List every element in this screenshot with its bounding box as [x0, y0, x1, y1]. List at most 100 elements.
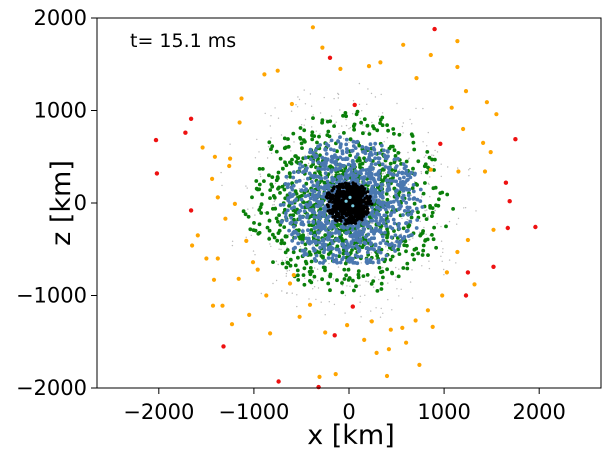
blue-point	[410, 233, 414, 237]
blue-point	[298, 162, 302, 166]
green-point	[285, 248, 290, 252]
grey-point	[349, 160, 351, 162]
series-orange	[190, 25, 499, 379]
green-point	[412, 201, 417, 206]
green-point	[388, 257, 393, 262]
grey-point	[264, 211, 266, 214]
green-point	[257, 167, 262, 171]
series-cyan	[344, 195, 355, 208]
blue-point	[338, 260, 343, 265]
green-point	[257, 222, 262, 227]
blue-point	[363, 235, 368, 239]
orange-point	[425, 308, 430, 313]
green-point	[423, 181, 427, 185]
blue-point	[335, 237, 340, 241]
blue-point	[392, 157, 397, 162]
blue-point	[349, 170, 354, 175]
grey-point	[440, 240, 443, 242]
grey-point	[352, 100, 355, 102]
green-point	[437, 197, 441, 202]
core-point	[341, 215, 345, 219]
green-point	[412, 147, 417, 152]
blue-point	[382, 213, 387, 218]
blue-point	[330, 178, 335, 183]
core-point	[346, 191, 350, 195]
grey-point	[455, 262, 457, 264]
grey-point	[286, 256, 288, 259]
grey-point	[315, 130, 317, 132]
orange-point	[428, 52, 433, 58]
blue-point	[414, 226, 419, 230]
grey-point	[384, 185, 386, 188]
grey-point	[457, 167, 459, 169]
red-point	[533, 224, 538, 230]
blue-point	[415, 218, 420, 222]
blue-point	[379, 186, 384, 191]
grey-point	[359, 295, 362, 297]
grey-point	[468, 175, 470, 177]
blue-point	[303, 248, 307, 253]
blue-point	[329, 238, 334, 243]
grey-point	[398, 268, 400, 270]
grey-point	[387, 299, 389, 301]
blue-point	[384, 253, 389, 258]
orange-point	[223, 216, 228, 221]
green-point	[405, 261, 410, 266]
red-point	[505, 225, 510, 231]
green-point	[351, 124, 356, 129]
blue-point	[299, 222, 304, 227]
blue-point	[402, 175, 406, 180]
green-point	[392, 160, 397, 165]
blue-point	[398, 234, 403, 239]
grey-point	[343, 138, 345, 140]
green-point	[270, 144, 275, 149]
green-point	[342, 277, 347, 281]
green-point	[312, 274, 317, 279]
blue-point	[291, 230, 296, 235]
green-point	[322, 180, 327, 185]
blue-point	[370, 209, 375, 214]
blue-point	[342, 164, 346, 168]
blue-point	[288, 221, 293, 226]
core-point	[350, 221, 354, 225]
blue-point	[351, 144, 356, 148]
core-point	[348, 214, 352, 219]
blue-point	[366, 181, 370, 185]
blue-point	[350, 228, 355, 232]
green-point	[276, 170, 281, 175]
grey-point	[333, 303, 336, 306]
blue-point	[290, 201, 294, 206]
orange-point	[200, 145, 205, 150]
blue-point	[386, 150, 390, 154]
core-point	[350, 199, 354, 203]
blue-point	[372, 214, 377, 219]
blue-point	[382, 153, 387, 158]
blue-point	[297, 166, 302, 171]
green-point	[267, 173, 271, 178]
grey-point	[360, 262, 362, 264]
blue-point	[373, 182, 378, 187]
green-point	[309, 259, 314, 264]
blue-point	[380, 162, 385, 167]
grey-point	[440, 255, 442, 257]
green-point	[274, 178, 279, 183]
blue-point	[388, 243, 393, 247]
red-point	[507, 199, 512, 204]
grey-point	[427, 182, 430, 184]
blue-point	[364, 168, 368, 173]
orange-point	[461, 126, 466, 132]
grey-point	[312, 114, 314, 116]
blue-point	[362, 217, 367, 222]
grey-point	[412, 237, 414, 239]
grey-point	[231, 244, 234, 247]
green-point	[302, 282, 307, 287]
green-point	[286, 144, 291, 149]
grey-point	[345, 118, 347, 121]
blue-point	[372, 231, 376, 236]
orange-point	[236, 276, 241, 281]
grey-point	[313, 286, 316, 288]
green-point	[431, 186, 436, 191]
grey-point	[440, 225, 442, 228]
blue-point	[330, 221, 334, 226]
blue-point	[317, 240, 322, 245]
